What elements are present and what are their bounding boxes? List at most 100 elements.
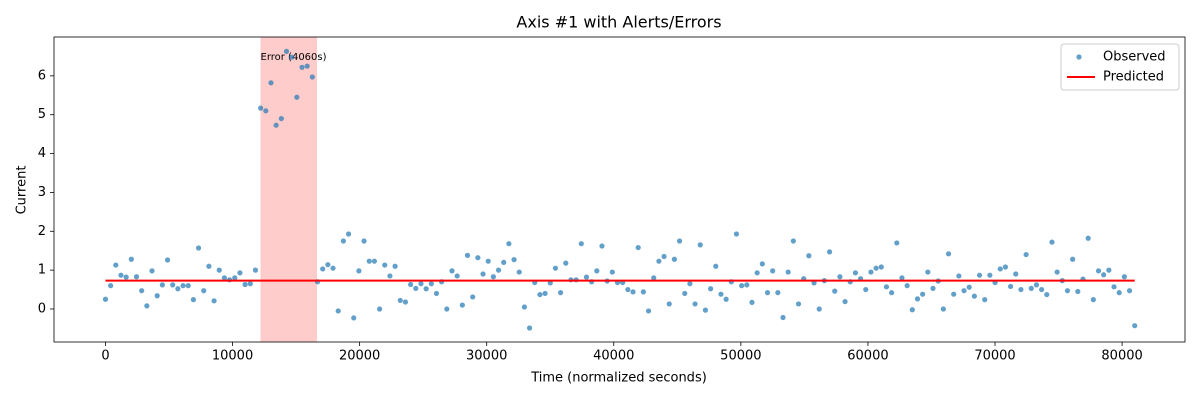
data-point xyxy=(790,238,796,244)
data-point xyxy=(144,303,150,309)
data-point xyxy=(1013,271,1019,277)
data-point xyxy=(464,252,471,258)
data-point xyxy=(806,253,812,259)
data-point xyxy=(201,288,207,294)
data-point xyxy=(733,231,740,237)
data-point xyxy=(376,306,383,312)
data-point xyxy=(826,249,833,255)
data-point xyxy=(309,74,315,80)
data-point xyxy=(1033,282,1040,288)
legend-label: Predicted xyxy=(1103,70,1164,85)
data-point xyxy=(195,245,202,251)
data-point xyxy=(578,241,584,247)
data-point xyxy=(387,273,393,279)
data-point xyxy=(661,253,667,260)
data-point xyxy=(852,270,859,276)
data-point xyxy=(294,94,300,100)
data-point xyxy=(692,301,698,307)
legend-marker xyxy=(1076,54,1082,60)
data-point xyxy=(1095,268,1102,274)
data-point xyxy=(175,286,181,292)
data-point xyxy=(1116,290,1122,296)
data-point xyxy=(1132,323,1138,329)
data-point xyxy=(914,296,921,302)
data-point xyxy=(956,273,962,279)
data-point xyxy=(237,270,243,276)
data-point xyxy=(283,48,290,54)
data-point xyxy=(501,259,507,265)
data-point xyxy=(392,263,398,269)
data-point xyxy=(749,299,755,305)
y-tick-label: 3 xyxy=(38,185,46,200)
data-point xyxy=(495,267,502,273)
data-point xyxy=(811,280,817,286)
data-point xyxy=(744,282,750,288)
data-point xyxy=(185,283,191,289)
data-point xyxy=(708,286,714,292)
data-point xyxy=(299,64,305,70)
data-point xyxy=(366,258,372,264)
data-point xyxy=(899,275,905,281)
data-point xyxy=(702,307,709,313)
data-point xyxy=(221,275,228,281)
y-tick-label: 4 xyxy=(38,146,46,161)
data-point xyxy=(883,284,890,290)
data-point xyxy=(211,298,217,304)
data-point xyxy=(837,274,843,280)
data-point xyxy=(982,297,988,303)
data-point xyxy=(904,283,910,289)
data-point xyxy=(609,269,615,275)
data-point xyxy=(418,281,424,287)
data-point xyxy=(356,268,362,274)
x-tick-label: 40000 xyxy=(593,349,634,364)
data-point xyxy=(490,274,496,280)
data-point xyxy=(408,281,414,288)
data-point xyxy=(775,290,781,296)
data-point xyxy=(682,290,688,297)
data-point xyxy=(863,286,869,293)
data-point xyxy=(252,267,259,273)
data-point xyxy=(552,265,559,271)
data-point xyxy=(118,272,124,278)
data-point xyxy=(1018,286,1024,293)
data-point xyxy=(868,269,874,275)
data-point xyxy=(139,288,145,294)
data-point xyxy=(242,281,248,288)
data-point xyxy=(413,285,419,291)
data-point xyxy=(1007,283,1014,290)
data-point xyxy=(630,289,636,295)
data-point xyxy=(1070,256,1076,262)
data-point xyxy=(816,306,822,312)
data-point xyxy=(640,289,646,295)
data-point xyxy=(123,274,129,280)
data-point xyxy=(190,297,196,303)
data-point xyxy=(842,298,848,305)
data-point xyxy=(361,238,367,244)
data-point xyxy=(878,264,884,270)
data-point xyxy=(1090,297,1096,303)
data-point xyxy=(263,108,269,114)
data-point xyxy=(423,286,429,292)
data-point xyxy=(599,243,605,249)
chart-title: Axis #1 with Alerts/Errors xyxy=(516,13,721,32)
data-point xyxy=(330,265,336,271)
data-point xyxy=(961,288,967,294)
x-tick-label: 20000 xyxy=(339,349,380,364)
data-point xyxy=(1075,288,1081,295)
x-tick-label: 50000 xyxy=(720,349,761,364)
data-point xyxy=(873,265,879,271)
legend-box xyxy=(1060,43,1180,91)
legend-label: Observed xyxy=(1103,50,1166,65)
data-point xyxy=(1039,286,1045,293)
data-point xyxy=(625,286,631,293)
y-tick-label: 5 xyxy=(38,107,46,122)
y-axis-label: Current xyxy=(15,166,30,215)
data-point xyxy=(563,260,569,266)
data-point xyxy=(1044,291,1050,298)
data-point xyxy=(258,105,264,111)
data-point xyxy=(154,293,160,299)
data-point xyxy=(894,240,900,246)
data-point xyxy=(216,267,222,273)
data-point xyxy=(832,288,838,294)
y-tick-label: 0 xyxy=(38,301,46,316)
